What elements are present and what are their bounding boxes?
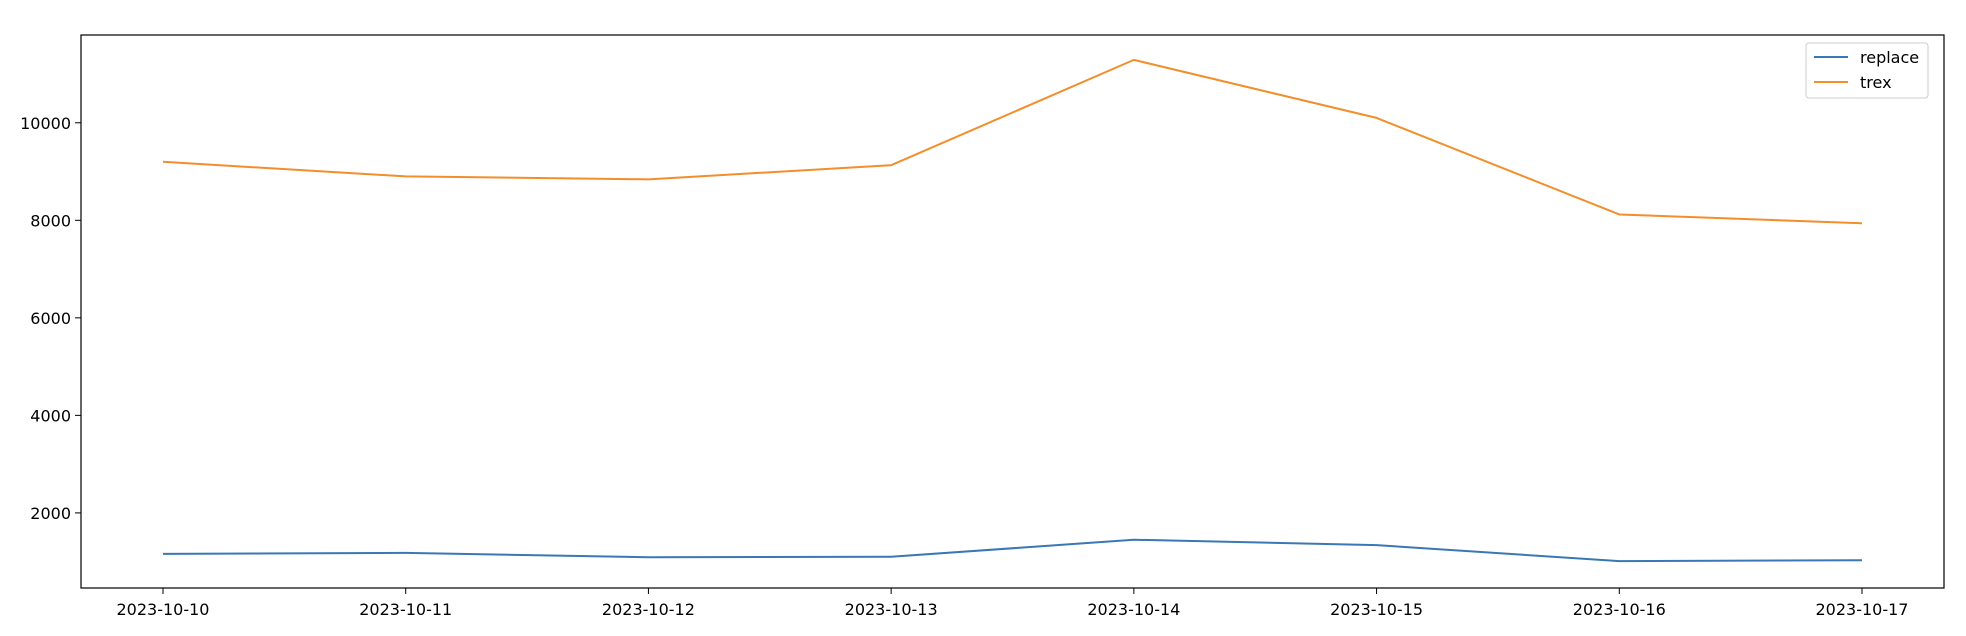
legend: replace trex (1805, 42, 1929, 99)
y-tick-label: 10000 (20, 114, 71, 133)
x-tick-label: 2023-10-16 (1573, 600, 1666, 619)
y-tick-label: 2000 (30, 504, 71, 523)
x-tick-label: 2023-10-12 (602, 600, 695, 619)
legend-label-trex: trex (1860, 73, 1892, 92)
y-tick-label: 8000 (30, 211, 71, 230)
y-tick-label: 6000 (30, 309, 71, 328)
x-tick-label: 2023-10-13 (845, 600, 938, 619)
y-axis: 2000 4000 6000 8000 10000 (20, 114, 81, 523)
series-line-trex (162, 58, 1863, 225)
plot-area (80, 34, 1945, 589)
x-tick-label: 2023-10-11 (359, 600, 452, 619)
x-tick-label: 2023-10-14 (1087, 600, 1180, 619)
x-tick-label: 2023-10-15 (1330, 600, 1423, 619)
series-line-replace (162, 538, 1863, 563)
legend-label-replace: replace (1860, 48, 1919, 67)
y-tick-label: 4000 (30, 406, 71, 425)
x-tick-label: 2023-10-10 (117, 600, 210, 619)
series-layer (162, 58, 1863, 563)
x-tick-label: 2023-10-17 (1816, 600, 1909, 619)
x-axis: 2023-10-10 2023-10-11 2023-10-12 2023-10-13… (117, 588, 1909, 619)
